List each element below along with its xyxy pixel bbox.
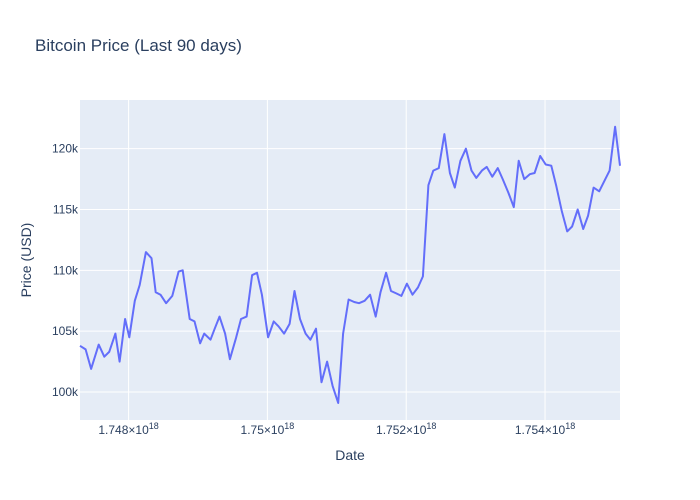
y-tick-labels: 100k 105k 110k 115k 120k xyxy=(52,142,79,399)
y-tick-label: 120k xyxy=(52,142,79,156)
x-tick-mantissa: 1.752×10 xyxy=(376,423,427,437)
x-tick-mantissa: 1.748×10 xyxy=(98,423,149,437)
x-tick-exponent: 18 xyxy=(426,421,436,431)
chart-title: Bitcoin Price (Last 90 days) xyxy=(35,36,242,55)
y-tick-label: 115k xyxy=(53,203,79,217)
x-tick-mantissa: 1.754×10 xyxy=(515,423,566,437)
x-tick-label: 1.754×1018 xyxy=(515,421,575,437)
series-layer xyxy=(79,125,621,404)
y-tick-label: 110k xyxy=(53,263,79,277)
price-series-line xyxy=(79,125,621,404)
x-tick-label: 1.75×1018 xyxy=(241,421,295,437)
x-tick-label: 1.752×1018 xyxy=(376,421,436,437)
x-tick-exponent: 18 xyxy=(284,421,294,431)
x-tick-labels: 1.748×1018 1.75×1018 1.752×1018 1.754×1018 xyxy=(98,421,575,437)
x-axis-title: Date xyxy=(335,447,365,463)
y-tick-label: 105k xyxy=(52,324,79,338)
x-tick-exponent: 18 xyxy=(149,421,159,431)
x-tick-exponent: 18 xyxy=(565,421,575,431)
x-tick-mantissa: 1.75×10 xyxy=(241,423,285,437)
y-tick-label: 100k xyxy=(52,385,79,399)
plot-area xyxy=(80,100,620,420)
y-gridlines xyxy=(80,148,620,393)
x-tick-label: 1.748×1018 xyxy=(98,421,158,437)
x-gridlines xyxy=(128,100,546,420)
y-axis-title: Price (USD) xyxy=(18,223,34,298)
